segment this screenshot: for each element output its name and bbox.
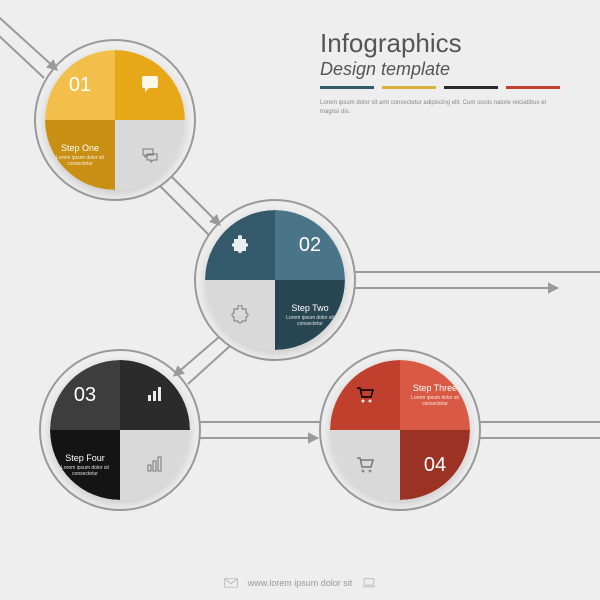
node-label: Step Four xyxy=(65,453,105,463)
node-step2: 02 Step Two Lorem ipsum dolor sit consecte… xyxy=(205,210,345,350)
header-block: Infographics Design template Lorem ipsum… xyxy=(320,30,560,117)
node-number: 04 xyxy=(424,454,446,477)
bar-4 xyxy=(506,86,560,89)
mail-icon xyxy=(224,578,238,588)
bars-outline-icon xyxy=(145,455,165,475)
node-body: Lorem ipsum dolor sit consectetur xyxy=(400,395,470,408)
chat-solid-icon xyxy=(140,75,160,95)
cart-solid-icon xyxy=(355,385,375,405)
node-body: Lorem ipsum dolor sit consectetur xyxy=(45,155,115,168)
node-number: 01 xyxy=(69,74,91,97)
header-lorem: Lorem ipsum dolor sit amt consectetur ad… xyxy=(320,99,560,117)
node-body: Lorem ipsum dolor sit consectetur xyxy=(275,315,345,328)
bar-3 xyxy=(444,86,498,89)
node-number: 03 xyxy=(74,384,96,407)
bars-solid-icon xyxy=(145,385,165,405)
node-label: Step One xyxy=(61,143,99,153)
chat-bubbles-icon xyxy=(140,145,160,165)
node-number: 02 xyxy=(299,234,321,257)
footer: www.lorem ipsum dolor sit xyxy=(0,578,600,588)
title: Infographics xyxy=(320,30,560,57)
puzzle-solid-icon xyxy=(230,235,250,255)
node-step4: 03 Step Four Lorem ipsum dolor sit consect… xyxy=(50,360,190,500)
bar-1 xyxy=(320,86,374,89)
bar-2 xyxy=(382,86,436,89)
node-body: Lorem ipsum dolor sit consectetur xyxy=(50,465,120,478)
laptop-icon xyxy=(362,578,376,588)
footer-text: www.lorem ipsum dolor sit xyxy=(248,578,353,588)
node-step1: 01 Step One Lorem ipsum dolor sit consecte… xyxy=(45,50,185,190)
node-label: Step Two xyxy=(291,303,328,313)
accent-bars xyxy=(320,86,560,89)
node-label: Step Three xyxy=(413,383,457,393)
puzzle-outline-icon xyxy=(230,305,250,325)
subtitle: Design template xyxy=(320,59,560,80)
cart-outline-icon xyxy=(355,455,375,475)
node-step3: Step Three Lorem ipsum dolor sit consecte… xyxy=(330,360,470,500)
